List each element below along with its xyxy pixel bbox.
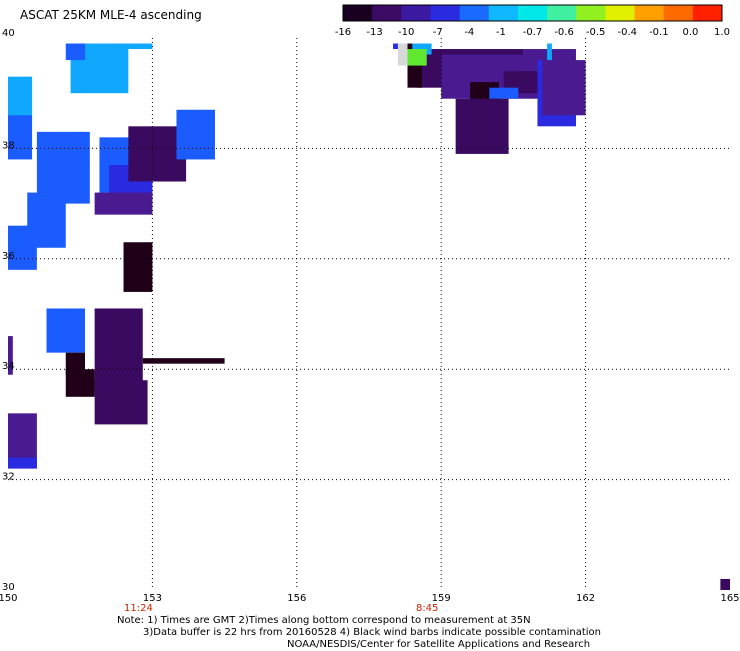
colorbar-swatch (430, 5, 461, 21)
note-line-2: 3)Data buffer is 22 hrs from 20160528 4)… (143, 627, 601, 638)
lon-label: 150 (0, 593, 18, 604)
data-cell (8, 225, 37, 270)
colorbar-label: -0.6 (554, 27, 574, 38)
lat-label: 34 (2, 361, 15, 372)
colorbar-swatch (605, 5, 636, 21)
data-cell (123, 43, 153, 50)
lat-label: 38 (2, 140, 15, 151)
map-title: ASCAT 25KM MLE-4 ascending (20, 8, 202, 22)
colorbar-swatch (401, 5, 431, 21)
lat-label: 40 (2, 28, 15, 39)
colorbar-swatch (343, 5, 373, 21)
colorbar-swatch (517, 5, 548, 21)
colorbar-label: 1.0 (714, 27, 730, 38)
colorbar: -16 -13 -10 -7 -4 -1 -0.7 -0.6 -0.5 -0.4 -0.1 0.0 1.… (335, 4, 730, 38)
lon-label: 159 (432, 593, 451, 604)
data-cell (547, 43, 552, 61)
data-cell (455, 98, 509, 154)
data-cell (489, 87, 519, 99)
data-cell (176, 109, 215, 160)
colorbar-label: -1 (496, 27, 506, 38)
lon-label: 156 (287, 593, 306, 604)
colorbar-label: -4 (464, 27, 474, 38)
note-line-1: Note: 1) Times are GMT 2)Times along bot… (117, 615, 531, 626)
data-cell (94, 308, 143, 392)
colorbar-label: -0.5 (586, 27, 606, 38)
data-cell (720, 578, 730, 590)
data-cell (8, 115, 33, 160)
lon-label: 153 (143, 593, 162, 604)
colorbar-label: -7 (433, 27, 443, 38)
data-cell (397, 43, 408, 66)
data-cell (407, 49, 427, 66)
colorbar-swatch (459, 5, 490, 21)
colorbar-label: 0.0 (682, 27, 698, 38)
data-cell (142, 358, 225, 364)
data-cell (46, 308, 86, 353)
data-cell (94, 380, 148, 425)
lon-label: 162 (576, 593, 595, 604)
lat-label: 30 (2, 582, 15, 593)
colorbar-label: -10 (398, 27, 414, 38)
data-cell (36, 131, 90, 204)
colorbar-label: -13 (366, 27, 382, 38)
lat-label: 36 (2, 251, 15, 262)
data-cell (542, 60, 586, 116)
colorbar-label: -16 (335, 27, 351, 38)
colorbar-frame (342, 4, 723, 22)
data-cell (65, 369, 95, 397)
colorbar-label: -0.4 (617, 27, 637, 38)
time-label: 11:24 (124, 603, 153, 614)
time-label: 8:45 (416, 603, 438, 614)
colorbar-swatch (372, 5, 402, 21)
colorbar-swatch (692, 5, 723, 21)
colorbar-swatch (663, 5, 694, 21)
data-cell (65, 43, 86, 61)
data-cell (8, 76, 33, 121)
data-cell (94, 192, 153, 215)
data-cell (113, 43, 119, 50)
colorbar-swatch (488, 5, 519, 21)
data-cell (8, 336, 13, 375)
colorbar-swatch (547, 5, 577, 21)
data-cell (8, 457, 37, 469)
colorbar-label: -0.1 (649, 27, 669, 38)
lon-label: 165 (720, 593, 739, 604)
note-line-3: NOAA/NESDIS/Center for Satellite Applica… (287, 639, 591, 650)
colorbar-swatch (634, 5, 665, 21)
colorbar-swatch (576, 5, 606, 21)
colorbar-label: -0.7 (523, 27, 543, 38)
lat-label: 32 (2, 472, 15, 483)
data-cell (123, 242, 153, 292)
